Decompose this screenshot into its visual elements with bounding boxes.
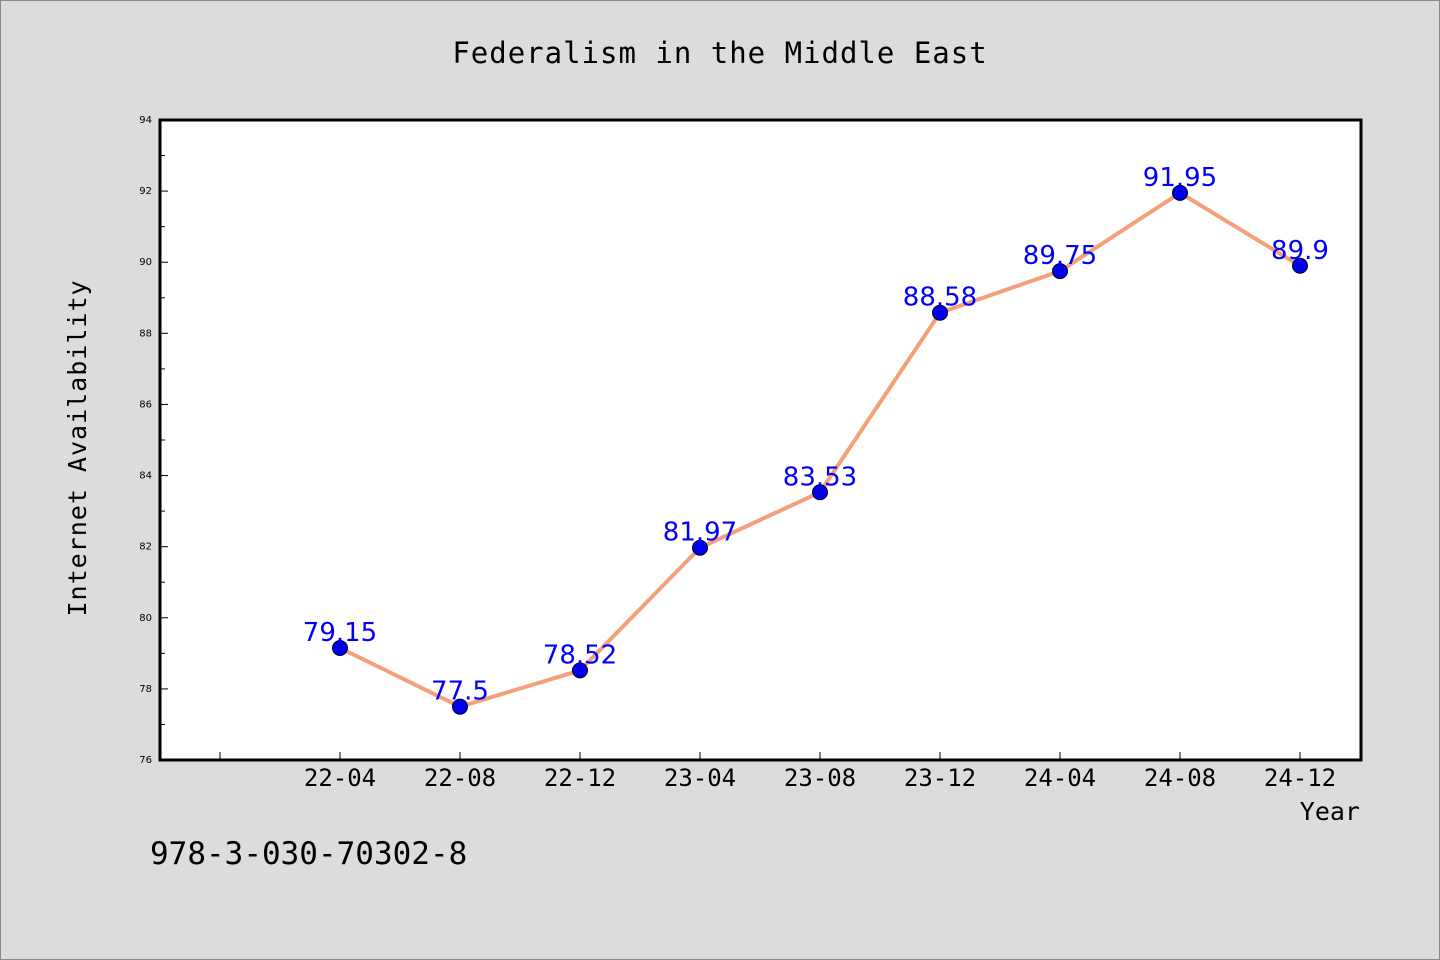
data-point bbox=[692, 539, 708, 556]
data-point bbox=[1292, 257, 1308, 274]
x-tick-label: 24-12 bbox=[1264, 764, 1336, 792]
x-tick-label: 22-12 bbox=[544, 764, 616, 792]
data-point bbox=[332, 640, 348, 656]
data-point bbox=[812, 484, 828, 501]
y-tick-label: 78 bbox=[139, 684, 152, 695]
x-axis-label: Year bbox=[1300, 797, 1360, 826]
x-tick-label: 22-04 bbox=[304, 764, 376, 792]
y-tick-label: 80 bbox=[139, 613, 152, 624]
data-label: 77.5 bbox=[431, 677, 489, 707]
data-point bbox=[932, 304, 948, 321]
x-tick-label: 23-12 bbox=[904, 764, 976, 792]
data-label: 91.95 bbox=[1143, 163, 1217, 193]
y-tick-label: 92 bbox=[139, 186, 152, 197]
data-label: 78.52 bbox=[543, 640, 617, 670]
data-label: 89.9 bbox=[1271, 236, 1329, 266]
x-tick-label: 24-08 bbox=[1144, 764, 1216, 792]
data-point bbox=[572, 662, 588, 679]
y-axis-label: Internet Availability bbox=[63, 279, 92, 616]
x-axis-ticks: 22-04 22-08 22-12 23-04 23-08 23-12 24-04 24-08… bbox=[219, 752, 1336, 792]
data-label: 81.97 bbox=[663, 518, 737, 548]
data-label: 83.53 bbox=[783, 462, 857, 492]
isbn-footer-text: 978-3-030-70302-8 bbox=[150, 836, 467, 872]
y-axis-ticks: 76 78 80 82 84 86 88 90 92 94 bbox=[139, 115, 168, 766]
data-point bbox=[452, 698, 468, 715]
y-tick-label: 84 bbox=[139, 471, 152, 482]
data-label: 79.15 bbox=[303, 618, 377, 648]
data-label: 89.75 bbox=[1023, 241, 1097, 271]
x-tick-label: 23-04 bbox=[664, 764, 736, 792]
data-labels: 79.15 77.5 78.52 81.97 83.53 88.58 89.75 91.95 8… bbox=[303, 163, 1329, 707]
y-tick-label: 76 bbox=[139, 755, 152, 766]
y-tick-label: 94 bbox=[139, 115, 152, 126]
data-points bbox=[332, 184, 1308, 715]
x-tick-label: 22-08 bbox=[424, 764, 496, 792]
y-tick-label: 88 bbox=[139, 328, 152, 339]
x-tick-label: 24-04 bbox=[1024, 764, 1096, 792]
y-tick-label: 86 bbox=[139, 399, 152, 410]
y-tick-label: 90 bbox=[139, 257, 152, 268]
chart-title: Federalism in the Middle East bbox=[452, 36, 987, 70]
x-tick-label: 23-08 bbox=[784, 764, 856, 792]
plot-area bbox=[158, 118, 1363, 762]
data-point bbox=[1172, 184, 1188, 201]
y-tick-label: 82 bbox=[139, 542, 152, 553]
data-label: 88.58 bbox=[903, 283, 977, 313]
data-point bbox=[1052, 263, 1068, 280]
